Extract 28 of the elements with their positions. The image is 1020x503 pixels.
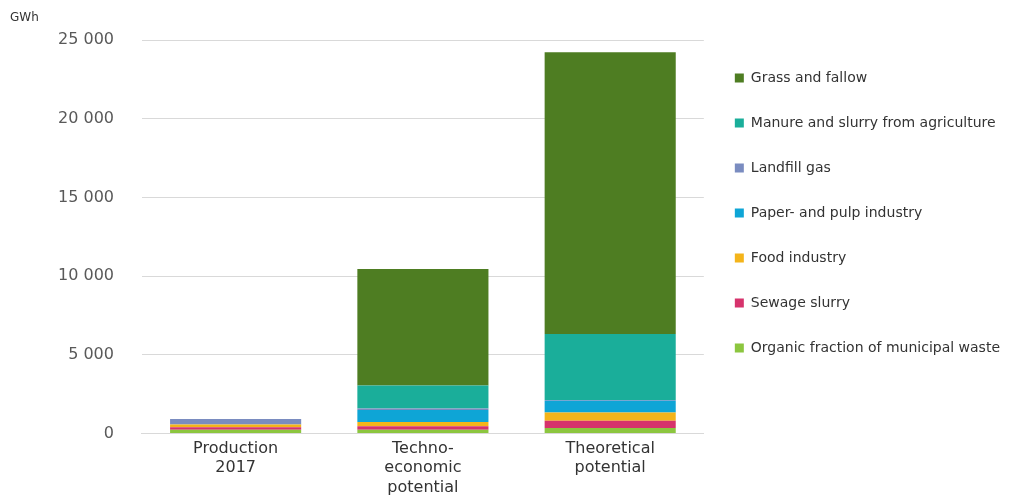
y-tick-label: 10 000 [58, 265, 114, 285]
bar [170, 419, 302, 425]
legend-label: Food industry [750, 248, 847, 265]
y-tick-label: 15 000 [58, 186, 114, 206]
legend-label: Landfill gas [750, 158, 831, 175]
y-tick-label: 0 [103, 422, 114, 442]
bar [357, 385, 489, 409]
y-tick-label: 20 000 [58, 107, 114, 127]
bar [544, 333, 676, 401]
bar [357, 268, 489, 386]
bar [544, 52, 676, 334]
bar [357, 410, 489, 422]
legend-label: Paper- and pulp industry [750, 203, 923, 220]
y-tick-label: 5 000 [68, 343, 114, 363]
y-axis-title: GWh [10, 10, 39, 25]
legend-label: Manure and slurry from agriculture [750, 113, 996, 130]
bar [544, 428, 676, 433]
legend-label: Grass and fallow [750, 68, 868, 85]
y-tick-label: 25 000 [58, 29, 114, 49]
legend-label: Organic fraction of municipal waste [750, 338, 1000, 355]
legend-label: Sewage slurry [750, 293, 850, 310]
x-tick-label: Production 2017 [193, 438, 279, 477]
bar [544, 412, 676, 421]
x-tick-label: Techno-economic potential [384, 438, 462, 496]
bar [544, 400, 676, 413]
x-tick-label: Theoretical potential [564, 438, 655, 477]
bar [544, 420, 676, 429]
bar [357, 421, 489, 427]
